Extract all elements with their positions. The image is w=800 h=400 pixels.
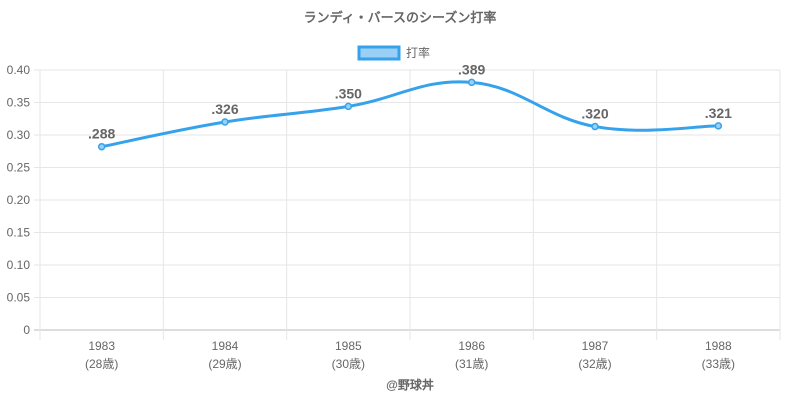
- data-label: .321: [705, 105, 732, 121]
- y-tick-label: 0.40: [7, 63, 31, 77]
- y-tick-label: 0: [23, 323, 30, 337]
- data-label: .389: [458, 61, 485, 77]
- data-label: .320: [581, 106, 608, 122]
- y-tick-label: 0.05: [7, 291, 31, 305]
- data-point[interactable]: [467, 78, 476, 87]
- data-label: .326: [211, 101, 238, 117]
- y-axis: 0 0.05 0.10 0.15 0.20 0.25 0.30 0.35 0.40: [7, 63, 31, 337]
- x-tick-sublabel: (28歳): [85, 357, 118, 371]
- x-tick-label: 1988: [705, 339, 732, 353]
- footer-credit: @野球丼: [386, 377, 434, 392]
- y-tick-label: 0.35: [7, 96, 31, 110]
- data-points: .288 .326 .350 .389 .320 .321: [88, 61, 732, 151]
- y-tick-label: 0.20: [7, 193, 31, 207]
- x-tick-label: 1984: [212, 339, 239, 353]
- legend-swatch: [357, 45, 401, 61]
- grid: [34, 69, 781, 340]
- x-tick-sublabel: (31歳): [455, 357, 488, 371]
- x-tick-sublabel: (33歳): [702, 357, 735, 371]
- legend[interactable]: 打率: [357, 45, 430, 61]
- x-tick-sublabel: (32歳): [578, 357, 611, 371]
- y-tick-label: 0.25: [7, 161, 31, 175]
- data-label: .288: [88, 126, 115, 142]
- x-tick-sublabel: (29歳): [208, 357, 241, 371]
- data-point[interactable]: [221, 118, 229, 126]
- series-line: [101, 80, 719, 149]
- data-point[interactable]: [714, 122, 723, 130]
- x-tick-label: 1986: [458, 339, 485, 353]
- legend-label: 打率: [406, 45, 430, 60]
- data-label: .350: [335, 85, 362, 101]
- data-point[interactable]: [97, 142, 106, 151]
- y-tick-label: 0.10: [7, 258, 31, 272]
- data-point[interactable]: [344, 102, 353, 111]
- x-tick-label: 1987: [582, 339, 609, 353]
- data-point[interactable]: [591, 122, 599, 131]
- x-tick-label: 1985: [335, 339, 362, 353]
- y-tick-label: 0.30: [7, 128, 31, 142]
- x-tick-label: 1983: [88, 339, 115, 353]
- y-tick-label: 0.15: [7, 226, 31, 240]
- chart-title: ランディ・バースのシーズン打率: [304, 10, 497, 25]
- x-tick-sublabel: (30歳): [332, 357, 365, 371]
- x-axis: 1983 (28歳) 1984 (29歳) 1985 (30歳) 1986 (31歳) 1987…: [85, 339, 735, 371]
